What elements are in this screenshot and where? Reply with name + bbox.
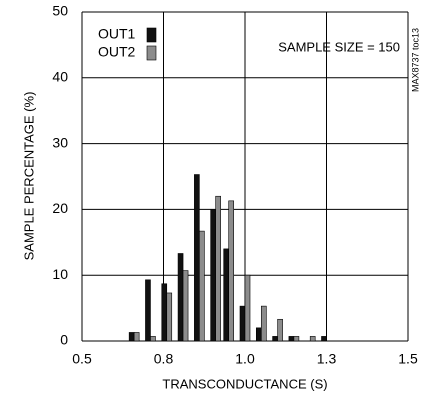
y-tick-label: 30 [52, 134, 68, 150]
legend-label: OUT2 [98, 44, 136, 60]
bar [223, 248, 229, 342]
x-tick-label: 1.3 [317, 351, 337, 367]
bar [309, 336, 316, 342]
bar [199, 230, 205, 342]
x-tick-label: 0.5 [72, 351, 92, 367]
bar [215, 195, 221, 342]
y-tick-label: 10 [52, 266, 68, 282]
bar [210, 209, 216, 342]
bar [161, 283, 168, 342]
bar [166, 292, 173, 342]
y-tick-label: 40 [52, 69, 68, 85]
y-tick-label: 20 [52, 200, 68, 216]
bar [272, 336, 278, 342]
bar [260, 305, 267, 342]
bar [150, 336, 156, 342]
bar [228, 200, 234, 342]
x-axis-label: TRANSCONDUCTANCE (S) [162, 376, 327, 391]
x-tick-label: 1.0 [235, 351, 255, 367]
bar [182, 270, 189, 342]
side-label: MAX8737 toc13 [410, 28, 420, 92]
bar [177, 253, 184, 342]
y-axis-label: SAMPLE PERCENTAGE (%) [21, 92, 36, 261]
legend-swatch [146, 27, 157, 43]
y-tick-label: 50 [52, 3, 68, 19]
bar [255, 327, 262, 342]
legend-swatch [146, 45, 157, 61]
annotation: SAMPLE SIZE = 150 [278, 39, 400, 54]
y-tick-label: 0 [60, 332, 68, 348]
bar [321, 336, 327, 342]
bar [244, 274, 251, 342]
bar [293, 336, 300, 342]
bar [128, 332, 135, 342]
bar [277, 318, 283, 342]
bar [288, 336, 295, 342]
bar [145, 279, 151, 342]
legend-label: OUT1 [98, 26, 136, 42]
x-tick-label: 0.8 [154, 351, 174, 367]
bar [194, 174, 200, 342]
x-tick-label: 1.5 [398, 351, 418, 367]
bar [133, 332, 140, 342]
bar [239, 305, 246, 342]
